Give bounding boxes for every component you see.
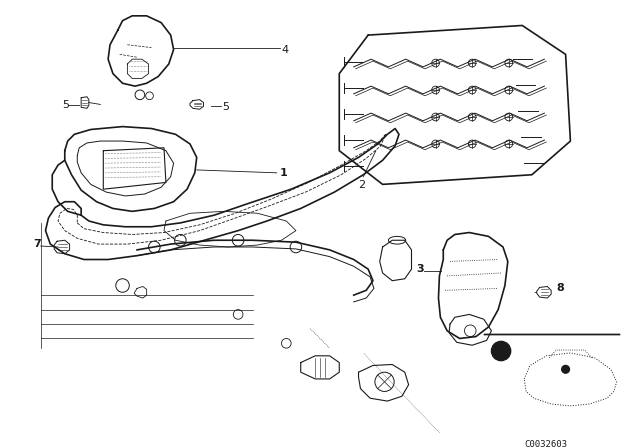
Text: 5: 5 <box>62 100 69 110</box>
Text: 7: 7 <box>33 239 41 249</box>
Text: C0032603: C0032603 <box>525 440 568 448</box>
Text: 1: 1 <box>280 168 287 178</box>
Text: 2: 2 <box>358 180 365 190</box>
Circle shape <box>562 366 570 373</box>
Text: 3: 3 <box>416 264 424 274</box>
Text: 5: 5 <box>222 102 228 112</box>
Text: 8: 8 <box>556 284 564 293</box>
Text: 4: 4 <box>282 44 289 55</box>
Circle shape <box>492 341 511 361</box>
